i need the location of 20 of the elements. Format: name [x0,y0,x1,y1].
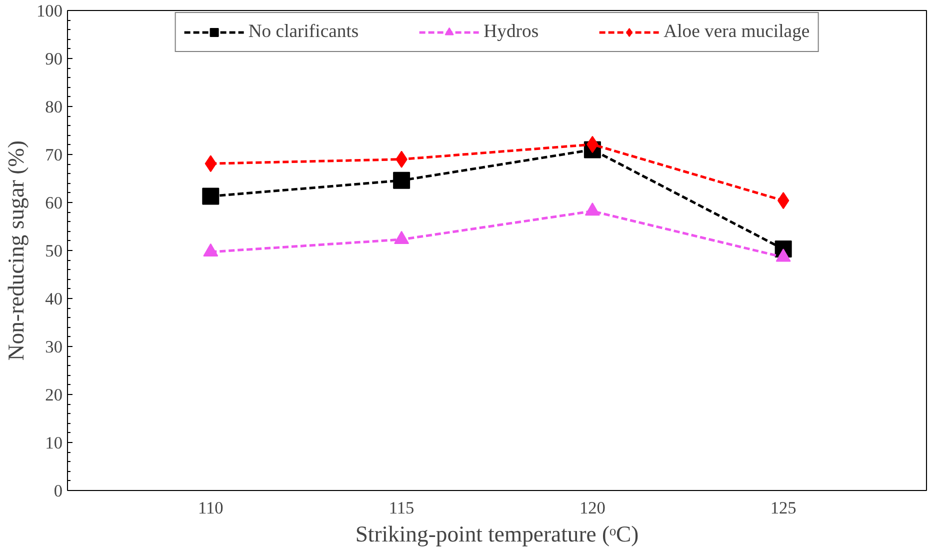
y-tick-label: 90 [45,50,62,68]
y-tick-label: 50 [45,242,62,260]
y-tick-label: 80 [45,98,62,116]
y-tick-label: 60 [45,194,62,212]
legend-label: Hydros [484,21,539,43]
y-tick-label: 0 [54,482,63,500]
y-tick-label: 20 [45,386,62,404]
y-tick-label: 70 [45,146,62,164]
x-tick-label: 120 [579,498,606,518]
y-tick-label: 10 [45,434,62,452]
y-tick-label: 100 [36,2,63,20]
x-tick-label: 115 [388,498,414,518]
y-axis-title: Non-reducing sugar (%) [4,140,29,361]
x-tick-label: 110 [198,498,224,518]
x-axis-title: Striking-point temperature (ᵒC) [355,522,639,546]
legend-label: No clarificants [248,21,359,43]
y-tick-label: 30 [45,338,62,356]
y-tick-label: 40 [45,290,62,308]
legend-label: Aloe vera mucilage [664,21,810,43]
x-tick-label: 125 [770,498,796,518]
